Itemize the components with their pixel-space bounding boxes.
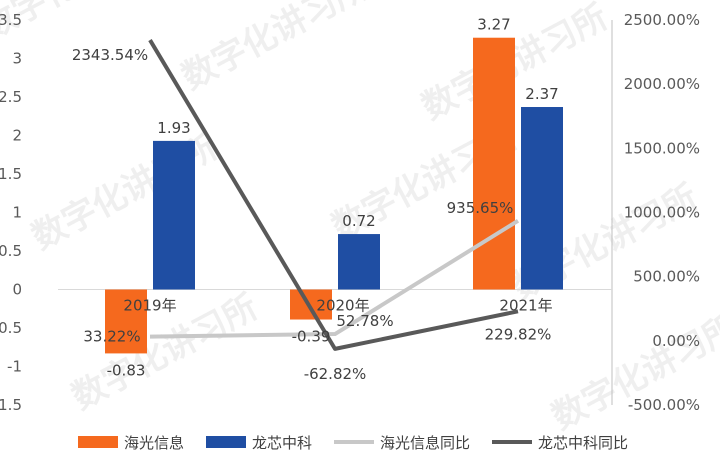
left-tick-label: 0.5 xyxy=(0,242,22,260)
right-tick-label: 2500.00% xyxy=(624,11,700,29)
right-tick-label: -500.00% xyxy=(628,396,700,414)
left-tick-label: -1.5 xyxy=(0,396,22,414)
bar-series xyxy=(105,37,563,354)
left-tick-label: 1.5 xyxy=(0,165,22,183)
line-series xyxy=(148,39,520,351)
legend: 海光信息 龙芯中科 海光信息同比 龙芯中科同比 xyxy=(78,434,628,452)
bar-data-label: -0.39 xyxy=(292,328,331,346)
legend-label: 海光信息同比 xyxy=(380,434,470,452)
bar-data-label: 3.27 xyxy=(477,16,510,34)
legend-swatch xyxy=(206,436,246,448)
line-data-label: 33.22% xyxy=(83,328,140,346)
right-tick-label: 0.00% xyxy=(652,332,700,350)
bar-data-label: 2.37 xyxy=(525,85,558,103)
left-axis: 3.5 3 2.5 2 1.5 1 0.5 0 -0.5 -1 -1.5 xyxy=(0,11,22,414)
left-tick-label: 3.5 xyxy=(0,11,22,29)
left-tick-label: -0.5 xyxy=(0,319,22,337)
line-data-label: 935.65% xyxy=(447,199,514,217)
watermark-text: 数字化讲习所 xyxy=(175,0,374,98)
line-series-path xyxy=(149,219,520,339)
legend-label: 龙芯中科同比 xyxy=(538,434,628,452)
legend-swatch xyxy=(78,436,118,448)
right-tick-label: 1500.00% xyxy=(624,139,700,157)
left-tick-label: 2 xyxy=(12,127,22,145)
bar xyxy=(105,289,147,354)
left-tick-label: 2.5 xyxy=(0,88,22,106)
bar-data-label: 1.93 xyxy=(157,119,190,137)
line-data-label: -62.82% xyxy=(304,365,367,383)
bar xyxy=(473,37,515,290)
category-label: 2019年 xyxy=(123,297,176,315)
legend-label: 海光信息 xyxy=(124,434,184,452)
line-series-path xyxy=(148,39,519,351)
watermark-text: 数字化讲习所 xyxy=(0,0,174,48)
bar xyxy=(521,107,563,290)
line-data-label: 229.82% xyxy=(485,325,552,343)
bar xyxy=(338,234,380,290)
right-tick-label: 2000.00% xyxy=(624,75,700,93)
left-tick-label: -1 xyxy=(7,358,22,376)
bar-data-label: 0.72 xyxy=(342,212,375,230)
bar xyxy=(153,140,195,290)
legend-label: 龙芯中科 xyxy=(252,434,312,452)
data-labels: -0.83 -0.39 3.27 1.93 0.72 2.37 33.22% 52.78% 93… xyxy=(72,16,559,383)
line-data-label: 2343.54% xyxy=(72,46,148,64)
line-data-label: 52.78% xyxy=(336,312,393,330)
right-tick-label: 500.00% xyxy=(633,268,700,286)
left-tick-label: 0 xyxy=(12,281,22,299)
bar-data-label: -0.83 xyxy=(107,361,146,379)
right-axis: 2500.00% 2000.00% 1500.00% 1000.00% 500.00% 0… xyxy=(624,11,700,414)
left-tick-label: 1 xyxy=(12,204,22,222)
right-tick-label: 1000.00% xyxy=(624,204,700,222)
watermark-text: 数字化讲习所 xyxy=(545,307,720,438)
category-label: 2021年 xyxy=(499,297,552,315)
category-labels: 2019年 2020年 2021年 xyxy=(123,297,552,315)
left-tick-label: 3 xyxy=(12,50,22,68)
category-label: 2020年 xyxy=(316,297,369,315)
bar xyxy=(290,289,332,320)
